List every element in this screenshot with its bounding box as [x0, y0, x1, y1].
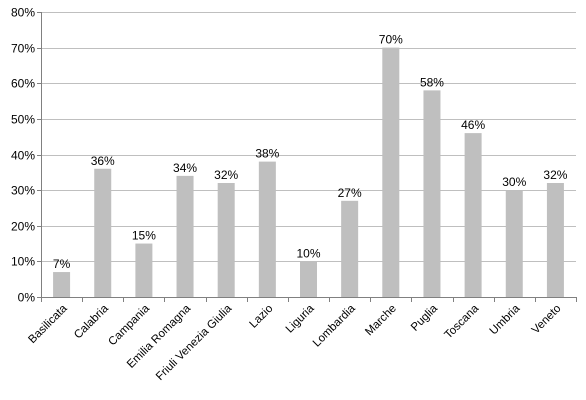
- y-tick-label: 0%: [18, 291, 36, 305]
- data-label: 30%: [502, 175, 526, 189]
- x-tick-label: Calabria: [72, 302, 111, 341]
- bar: [300, 261, 317, 297]
- data-label: 32%: [214, 168, 238, 182]
- x-tick-label: Marche: [363, 303, 399, 339]
- x-tick-label: Friuli Venezia Giulia: [154, 302, 235, 383]
- bar: [53, 272, 71, 297]
- data-labels: 7% 36% 15% 34% 32% 38% 10% 27% 70% 58% 46% 30% 32%: [53, 33, 568, 271]
- x-tick-label: Lombardia: [311, 302, 358, 349]
- data-label: 7%: [53, 257, 71, 271]
- bar: [176, 175, 194, 297]
- data-label: 70%: [379, 33, 403, 47]
- bar: [505, 190, 523, 297]
- data-label: 38%: [255, 147, 279, 161]
- bars: [53, 47, 564, 297]
- y-tick-label: 30%: [11, 184, 35, 198]
- data-label: 32%: [543, 168, 567, 182]
- y-tick-label: 50%: [11, 113, 35, 127]
- x-tick-label: Lazio: [248, 303, 276, 331]
- x-tick-label: Basilicata: [26, 302, 70, 346]
- bar: [94, 168, 112, 297]
- data-label: 46%: [461, 118, 485, 132]
- bar: [217, 183, 235, 297]
- bar: [464, 133, 482, 297]
- x-tick-label: Toscana: [442, 302, 481, 341]
- bar: [546, 183, 564, 297]
- x-tick-label: Puglia: [409, 302, 441, 334]
- bar: [135, 243, 153, 297]
- data-label: 27%: [338, 186, 362, 200]
- bar: [258, 161, 276, 297]
- data-label: 58%: [420, 75, 444, 89]
- bar: [423, 90, 441, 297]
- data-label: 15%: [132, 229, 156, 243]
- y-tick-label: 20%: [11, 220, 35, 234]
- y-tick-label: 40%: [11, 149, 35, 163]
- y-tick-label: 80%: [11, 6, 35, 20]
- x-tick-label: Umbria: [488, 302, 523, 337]
- bar: [341, 200, 359, 297]
- x-tick-label: Liguria: [284, 302, 317, 335]
- gridlines: [41, 12, 576, 262]
- y-tick-label: 10%: [11, 255, 35, 269]
- axes: [37, 12, 577, 302]
- y-tick-label: 60%: [11, 77, 35, 91]
- data-label: 10%: [296, 246, 320, 260]
- bar: [382, 47, 400, 297]
- y-axis-tick-labels: 0% 10% 20% 30% 40% 50% 60% 70% 80%: [11, 6, 35, 305]
- data-label: 36%: [91, 154, 115, 168]
- x-tick-label: Veneto: [530, 303, 564, 337]
- data-label: 34%: [173, 161, 197, 175]
- y-tick-label: 70%: [11, 42, 35, 56]
